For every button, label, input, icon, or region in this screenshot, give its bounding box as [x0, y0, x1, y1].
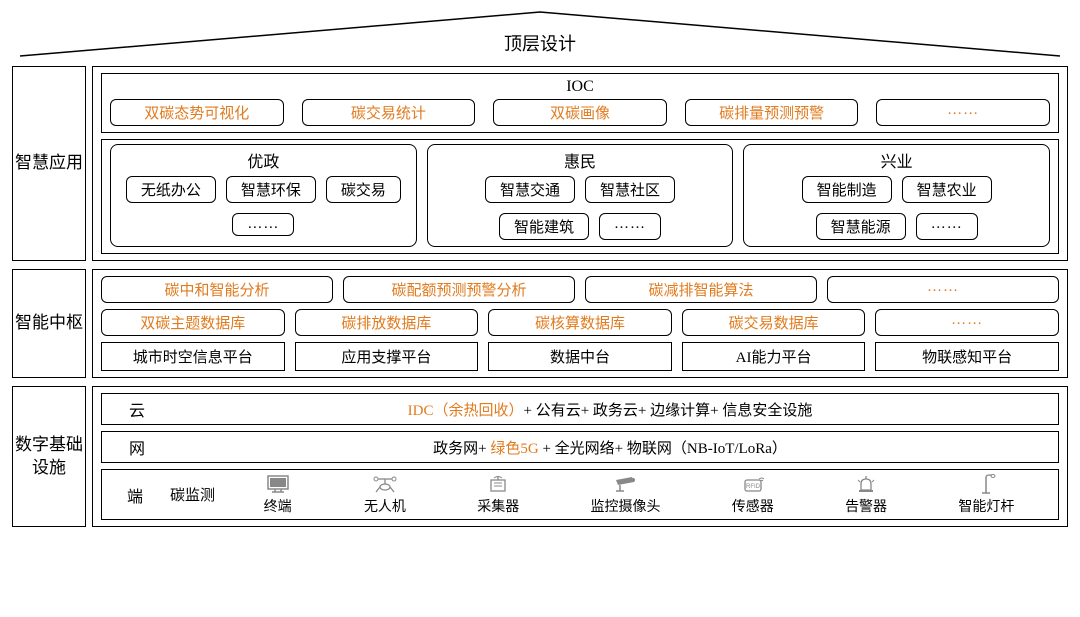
- layer-app-body: IOC 双碳态势可视化 碳交易统计 双碳画像 碳排量预测预警 …… 优政 无纸办…: [92, 66, 1068, 261]
- terminal-sublabel: 碳监测: [170, 484, 215, 505]
- chip-core2-more: ……: [875, 309, 1059, 336]
- slab-cloud-content: IDC（余热回收）+ 公有云+ 政务云+ 边缘计算+ 信息安全设施: [172, 399, 1048, 420]
- core-row-1: 碳中和智能分析 碳配额预测预警分析 碳减排智能算法 ……: [101, 276, 1059, 303]
- drone-icon: [370, 473, 400, 495]
- subpanel-gov-title: 优政: [119, 148, 408, 172]
- lightpole-icon: [971, 473, 1001, 495]
- chip-more: ……: [876, 99, 1050, 126]
- ioc-panel: IOC 双碳态势可视化 碳交易统计 双碳画像 碳排量预测预警 ……: [101, 73, 1059, 133]
- subpanel-industry-title: 兴业: [752, 148, 1041, 172]
- layer-core-body: 碳中和智能分析 碳配额预测预警分析 碳减排智能算法 …… 双碳主题数据库 碳排放…: [92, 269, 1068, 378]
- slab-cloud: 云 IDC（余热回收）+ 公有云+ 政务云+ 边缘计算+ 信息安全设施: [101, 393, 1059, 425]
- alarm-icon: [851, 473, 881, 495]
- device-camera: 监控摄像头: [591, 473, 661, 516]
- roof: 顶层设计: [18, 8, 1062, 58]
- chip-emission-forecast: 碳排量预测预警: [685, 99, 859, 126]
- app-subpanels: 优政 无纸办公 智慧环保 碳交易 …… 惠民 智慧交通 智慧社区 智能建筑 ……: [101, 139, 1059, 254]
- collector-icon: [483, 473, 513, 495]
- core-row-2: 双碳主题数据库 碳排放数据库 碳核算数据库 碳交易数据库 ……: [101, 309, 1059, 336]
- chip-manufacturing: 智能制造: [802, 176, 892, 203]
- ioc-chip-row: 双碳态势可视化 碳交易统计 双碳画像 碳排量预测预警 ……: [110, 99, 1050, 126]
- box-ai: AI能力平台: [682, 342, 866, 371]
- chip-db-theme: 双碳主题数据库: [101, 309, 285, 336]
- device-sensor: RFID 传感器: [732, 473, 774, 516]
- box-data-mid: 数据中台: [488, 342, 672, 371]
- chip-profile: 双碳画像: [493, 99, 667, 126]
- chip-building: 智能建筑: [499, 213, 589, 240]
- chip-quota-forecast: 碳配额预测预警分析: [343, 276, 575, 303]
- chip-people-more: ……: [599, 213, 661, 240]
- chip-energy: 智慧能源: [816, 213, 906, 240]
- chip-reduce-algo: 碳减排智能算法: [585, 276, 817, 303]
- chip-community: 智慧社区: [585, 176, 675, 203]
- chip-db-trade: 碳交易数据库: [682, 309, 866, 336]
- box-app-support: 应用支撑平台: [295, 342, 479, 371]
- chip-carbon-trade: 碳交易: [326, 176, 401, 203]
- chip-industry-more: ……: [916, 213, 978, 240]
- slab-cloud-label: 云: [112, 397, 162, 421]
- chip-paperless: 无纸办公: [126, 176, 216, 203]
- terminal-icon: [263, 473, 293, 495]
- device-collector: 采集器: [477, 473, 519, 516]
- layer-app-label: 智慧应用: [12, 66, 86, 261]
- sensor-icon: RFID: [738, 473, 768, 495]
- chip-env: 智慧环保: [226, 176, 316, 203]
- camera-icon: [611, 473, 641, 495]
- chip-visualization: 双碳态势可视化: [110, 99, 284, 126]
- device-alarm: 告警器: [845, 473, 887, 516]
- slab-net-content: 政务网+ 绿色5G + 全光网络+ 物联网（NB-IoT/LoRa）: [172, 437, 1048, 458]
- chip-gov-more: ……: [232, 213, 294, 236]
- slab-net: 网 政务网+ 绿色5G + 全光网络+ 物联网（NB-IoT/LoRa）: [101, 431, 1059, 463]
- chip-agriculture: 智慧农业: [902, 176, 992, 203]
- box-iot-sense: 物联感知平台: [875, 342, 1059, 371]
- device-terminal: 终端: [263, 473, 293, 516]
- layer-infra-label: 数字基础设施: [12, 386, 86, 527]
- layer-app: 智慧应用 IOC 双碳态势可视化 碳交易统计 双碳画像 碳排量预测预警 …… 优…: [12, 66, 1068, 261]
- roof-title: 顶层设计: [504, 30, 576, 56]
- subpanel-gov: 优政 无纸办公 智慧环保 碳交易 ……: [110, 144, 417, 247]
- chip-db-accounting: 碳核算数据库: [488, 309, 672, 336]
- subpanel-people: 惠民 智慧交通 智慧社区 智能建筑 ……: [427, 144, 734, 247]
- chip-db-emission: 碳排放数据库: [295, 309, 479, 336]
- layer-infra: 数字基础设施 云 IDC（余热回收）+ 公有云+ 政务云+ 边缘计算+ 信息安全…: [12, 386, 1068, 527]
- svg-text:RFID: RFID: [746, 484, 761, 490]
- subpanel-industry: 兴业 智能制造 智慧农业 智慧能源 ……: [743, 144, 1050, 247]
- terminal-label: 端: [110, 483, 160, 507]
- device-lightpole: 智能灯杆: [958, 473, 1014, 516]
- chip-neutral-analysis: 碳中和智能分析: [101, 276, 333, 303]
- chip-trade-stats: 碳交易统计: [302, 99, 476, 126]
- layer-core: 智能中枢 碳中和智能分析 碳配额预测预警分析 碳减排智能算法 …… 双碳主题数据…: [12, 269, 1068, 378]
- devices: 终端 无人机 采集器: [227, 473, 1050, 516]
- chip-core1-more: ……: [827, 276, 1059, 303]
- ioc-title: IOC: [110, 78, 1050, 96]
- layer-core-label: 智能中枢: [12, 269, 86, 378]
- subpanel-people-title: 惠民: [436, 148, 725, 172]
- device-drone: 无人机: [364, 473, 406, 516]
- layer-infra-body: 云 IDC（余热回收）+ 公有云+ 政务云+ 边缘计算+ 信息安全设施 网 政务…: [92, 386, 1068, 527]
- slab-net-label: 网: [112, 435, 162, 459]
- core-row-3: 城市时空信息平台 应用支撑平台 数据中台 AI能力平台 物联感知平台: [101, 342, 1059, 371]
- box-gis: 城市时空信息平台: [101, 342, 285, 371]
- slab-terminal: 端 碳监测 终端 无人机: [101, 469, 1059, 520]
- chip-traffic: 智慧交通: [485, 176, 575, 203]
